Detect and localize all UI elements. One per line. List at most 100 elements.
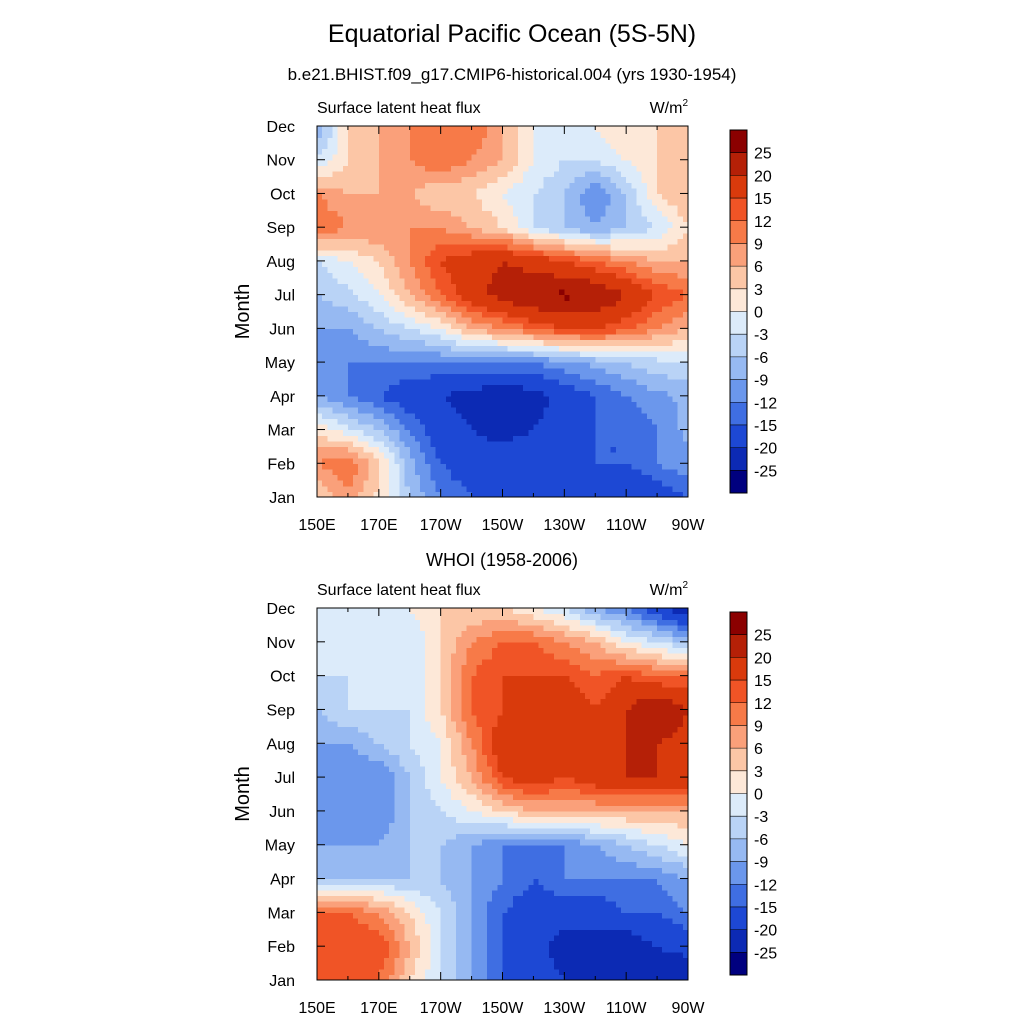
y-tick-label: Apr [270,872,296,889]
x-tick-label: 110W [606,1000,648,1017]
y-axis-label: Month [232,766,254,822]
units-label: W/m2 [650,580,689,599]
panel-title: WHOI (1958-2006) [426,550,578,570]
variable-label: Surface latent heat flux [317,582,481,599]
colorbar-label: 12 [754,214,772,231]
colorbar-swatch [730,402,747,426]
colorbar-swatch [730,884,747,908]
units-superscript: 2 [682,98,688,109]
colorbar-label: 0 [754,787,763,804]
y-tick-label: Aug [267,254,295,271]
units-superscript: 2 [682,580,688,591]
colorbar-swatch [730,424,747,448]
colorbar-label: -12 [754,395,777,412]
y-tick-label: Jun [269,321,295,338]
y-tick-label: Jul [275,770,295,787]
colorbar-swatch [730,379,747,403]
colorbar-swatch [730,334,747,358]
contour-fill [317,608,689,981]
figure-title: Equatorial Pacific Ocean (5S-5N) [327,20,697,48]
colorbar-label: 9 [754,718,763,735]
colorbar-swatch [730,770,747,794]
colorbar-swatch [730,175,747,199]
colorbar-swatch [730,220,747,244]
colorbar-swatch [730,680,747,704]
colorbar-label: 12 [754,696,772,713]
y-tick-label: Mar [267,423,295,440]
colorbar-label: 6 [754,259,763,276]
units-label: W/m2 [650,98,689,117]
colorbar-label: 15 [754,673,772,690]
y-tick-label: Dec [267,601,295,618]
colorbar-label: 9 [754,236,763,253]
colorbar-swatch [730,906,747,930]
x-tick-label: 150W [482,1000,525,1017]
colorbar: 25 20 15 12 9 6 3 0 -3 -6 -9 -12 -15 -20 -25 [729,129,777,494]
colorbar-swatch [730,634,747,658]
y-tick-label: Oct [270,669,295,686]
y-tick-label: May [265,355,295,372]
x-tick-label: 170W [420,1000,463,1017]
colorbar-swatch [730,198,747,222]
colorbar-swatch [730,447,747,471]
colorbar-swatch [730,793,747,817]
colorbar-swatch [730,243,747,267]
heatmap-panel-1: Jan Feb Mar Apr May Jun Jul Aug Sep Oct Nov Dec 150E… [232,98,777,534]
colorbar-label: -9 [754,855,768,872]
y-tick-label: Sep [267,702,296,719]
colorbar-label: 15 [754,191,772,208]
y-tick-label: Jan [269,973,295,990]
y-tick-label: Feb [267,456,295,473]
colorbar-label: -25 [754,463,777,480]
colorbar-label: -15 [754,900,777,917]
colorbar-label: 0 [754,305,763,322]
y-tick-label: Jul [275,288,295,305]
colorbar-swatch [730,725,747,749]
colorbar-label: -3 [754,809,768,826]
colorbar: 25 20 15 12 9 6 3 0 -3 -6 -9 -12 -15 -20 -25 [729,611,777,976]
x-tick-label: 90W [672,1000,706,1017]
heatmap-panel-2: Jan Feb Mar Apr May Jun Jul Aug Sep Oct Nov Dec 150E… [232,550,777,1017]
y-tick-label: Oct [270,186,295,203]
colorbar-swatch [730,702,747,726]
x-tick-label: 170W [420,517,463,534]
colorbar-label: -20 [754,923,777,940]
x-tick-label: 150W [482,517,525,534]
colorbar-swatch [730,356,747,380]
colorbar-swatch [730,152,747,176]
colorbar-swatch [730,838,747,862]
colorbar-label: -12 [754,877,777,894]
y-tick-label: Nov [267,153,295,170]
colorbar-label: -6 [754,832,768,849]
x-tick-label: 130W [543,1000,586,1017]
colorbar-swatch [730,657,747,681]
colorbar-label: 20 [754,650,772,667]
variable-label: Surface latent heat flux [317,100,481,117]
figure-subtitle: b.e21.BHIST.f09_g17.CMIP6-historical.004… [287,65,737,84]
colorbar-label: -9 [754,373,768,390]
y-tick-label: Apr [270,389,296,406]
colorbar-swatch [730,748,747,772]
y-tick-label: Dec [267,119,295,136]
y-tick-label: Sep [267,220,296,237]
y-tick-label: Aug [267,736,295,753]
y-tick-label: May [265,838,295,855]
colorbar-label: -20 [754,441,777,458]
colorbar-swatch [730,952,747,976]
colorbar-swatch [730,861,747,885]
x-tick-label: 150E [298,517,335,534]
colorbar-label: -6 [754,350,768,367]
colorbar-label: -25 [754,945,777,962]
colorbar-label: -15 [754,418,777,435]
colorbar-swatch [730,612,747,635]
colorbar-label: 25 [754,146,772,163]
x-tick-label: 150E [298,1000,335,1017]
colorbar-label: 3 [754,764,763,781]
colorbar-swatch [730,816,747,840]
colorbar-swatch [730,130,747,153]
colorbar-swatch [730,288,747,312]
contour-fill [317,126,689,498]
x-tick-label: 90W [672,517,706,534]
colorbar-swatch [730,311,747,335]
